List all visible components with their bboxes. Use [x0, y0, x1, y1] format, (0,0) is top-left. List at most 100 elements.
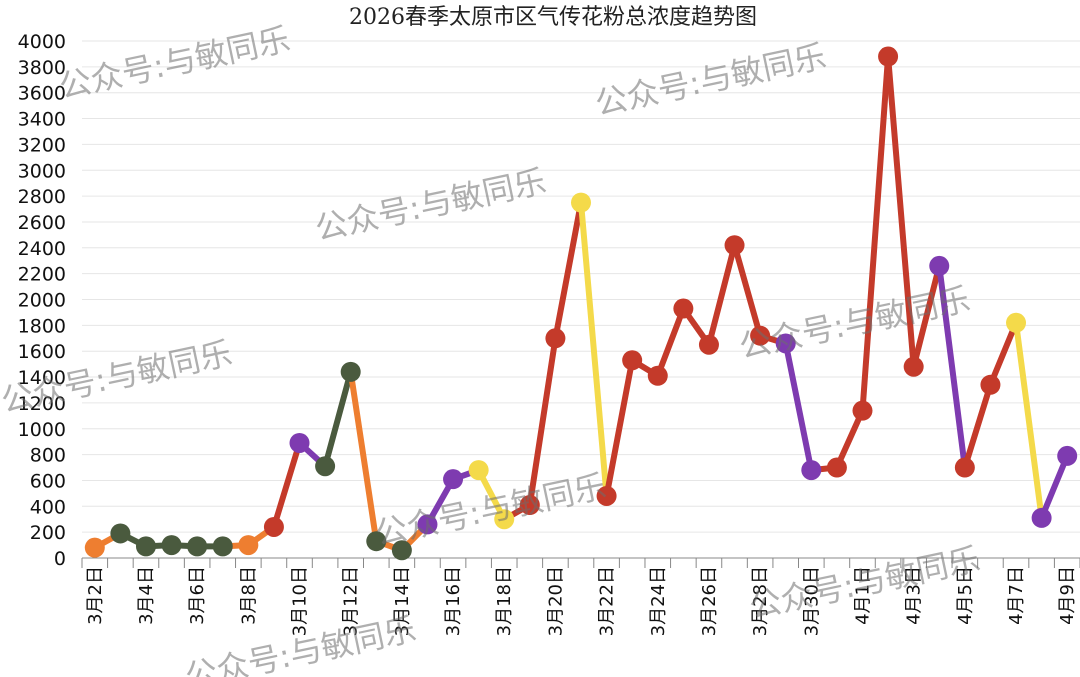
series-segment: [526, 335, 559, 509]
series-segment: [322, 368, 354, 470]
y-tick-label: 3600: [18, 83, 66, 105]
watermark-text: 公众号:与敏同乐: [592, 37, 830, 123]
x-tick-label: 4月3日: [904, 566, 925, 625]
x-tick-label: 3月12日: [341, 566, 362, 636]
data-point: [724, 235, 745, 256]
y-tick-label: 400: [30, 496, 66, 518]
data-point: [571, 192, 591, 213]
data-point: [263, 516, 284, 537]
y-tick-label: 3400: [18, 109, 66, 131]
x-tick-label: 3月6日: [187, 566, 208, 625]
y-tick-label: 2400: [18, 238, 66, 260]
series-segment: [910, 262, 943, 370]
x-tick-label: 3月24日: [648, 566, 669, 636]
data-point: [980, 374, 1001, 395]
data-point: [212, 536, 233, 557]
series-segment: [885, 53, 917, 370]
data-point: [545, 328, 566, 349]
y-tick-label: 1600: [18, 341, 66, 363]
y-tick-label: 1800: [18, 315, 66, 337]
data-point: [135, 536, 156, 557]
data-point: [468, 460, 489, 481]
data-point: [417, 514, 438, 535]
data-point: [187, 536, 208, 557]
data-point: [954, 457, 975, 478]
x-tick-label: 3月10日: [290, 566, 311, 636]
x-axis: 3月2日 3月4日 3月6日 3月8日 3月10日 3月12日 3月14日 3月16日 3月18…: [81, 557, 1080, 636]
data-point: [878, 46, 899, 67]
series-segment: [936, 262, 968, 471]
x-tick-label: 3月8日: [238, 566, 259, 625]
watermark-text: 公众号:与敏同乐: [372, 467, 610, 553]
y-tick-label: 2200: [18, 264, 66, 286]
x-tick-label: 3月18日: [494, 566, 515, 636]
x-tick-label: 3月26日: [699, 566, 720, 636]
data-point: [315, 456, 336, 477]
data-point: [622, 350, 643, 371]
series-segment: [603, 357, 636, 499]
series-segment: [1038, 452, 1071, 521]
chart-title: 2026春季太原市区气传花粉总浓度趋势图: [349, 5, 757, 30]
data-point: [366, 531, 387, 552]
data-point: [1057, 445, 1078, 466]
watermark-text: 公众号:与敏同乐: [312, 162, 550, 248]
data-point: [110, 523, 131, 544]
data-point: [826, 457, 847, 478]
y-tick-label: 1200: [18, 393, 66, 415]
data-point: [494, 509, 515, 530]
y-tick-label: 200: [30, 522, 66, 544]
series-segment: [705, 242, 738, 348]
y-tick-label: 1000: [18, 419, 66, 441]
x-tick-label: 3月22日: [597, 566, 618, 636]
x-tick-label: 3月20日: [545, 566, 566, 636]
data-point: [1006, 312, 1027, 333]
data-point: [801, 460, 822, 481]
data-point: [647, 365, 668, 386]
y-axis-ticks: 0 200 400 600 800 1000 1200 1400 1600 1800 2000 220…: [18, 31, 66, 570]
y-tick-label: 3200: [18, 134, 66, 156]
series-segment: [578, 199, 610, 499]
y-tick-label: 600: [30, 470, 66, 492]
data-point: [391, 540, 412, 561]
data-point: [852, 400, 873, 421]
data-point: [698, 334, 719, 355]
series-segment: [961, 381, 994, 471]
y-tick-label: 1400: [18, 367, 66, 389]
x-tick-label: 3月16日: [443, 566, 464, 636]
x-tick-label: 4月9日: [1057, 566, 1078, 625]
series-segment: [347, 368, 380, 545]
y-tick-label: 3800: [18, 57, 66, 79]
data-point: [673, 298, 694, 319]
series-segment: [731, 242, 764, 339]
x-tick-label: 3月4日: [136, 566, 157, 625]
series-segment: [859, 53, 892, 414]
series-segment: [270, 439, 303, 530]
x-tick-label: 4月7日: [1006, 566, 1027, 625]
x-tick-label: 4月1日: [852, 566, 873, 625]
series-segment: [1013, 319, 1045, 521]
y-tick-label: 4000: [18, 31, 66, 53]
series-segment: [782, 340, 815, 474]
x-tick-label: 3月14日: [392, 566, 413, 636]
data-point: [1031, 507, 1052, 528]
x-tick-label: 3月2日: [85, 566, 106, 625]
data-point: [596, 485, 617, 506]
watermark-text: 公众号:与敏同乐: [736, 280, 974, 366]
y-tick-label: 2600: [18, 212, 66, 234]
series-segment: [987, 319, 1020, 388]
data-point: [903, 356, 924, 377]
y-tick-label: 0: [54, 548, 66, 570]
y-tick-label: 800: [30, 445, 66, 467]
data-point: [84, 537, 105, 558]
data-point: [775, 333, 796, 354]
x-tick-label: 3月30日: [801, 566, 822, 636]
y-tick-label: 3000: [18, 160, 66, 182]
y-tick-label: 2000: [18, 290, 66, 312]
y-tick-label: 2800: [18, 186, 66, 208]
x-tick-label: 3月28日: [750, 566, 771, 636]
series-segment: [654, 305, 687, 379]
data-point: [750, 325, 771, 346]
data-point: [340, 361, 361, 382]
series-points: [84, 46, 1078, 561]
